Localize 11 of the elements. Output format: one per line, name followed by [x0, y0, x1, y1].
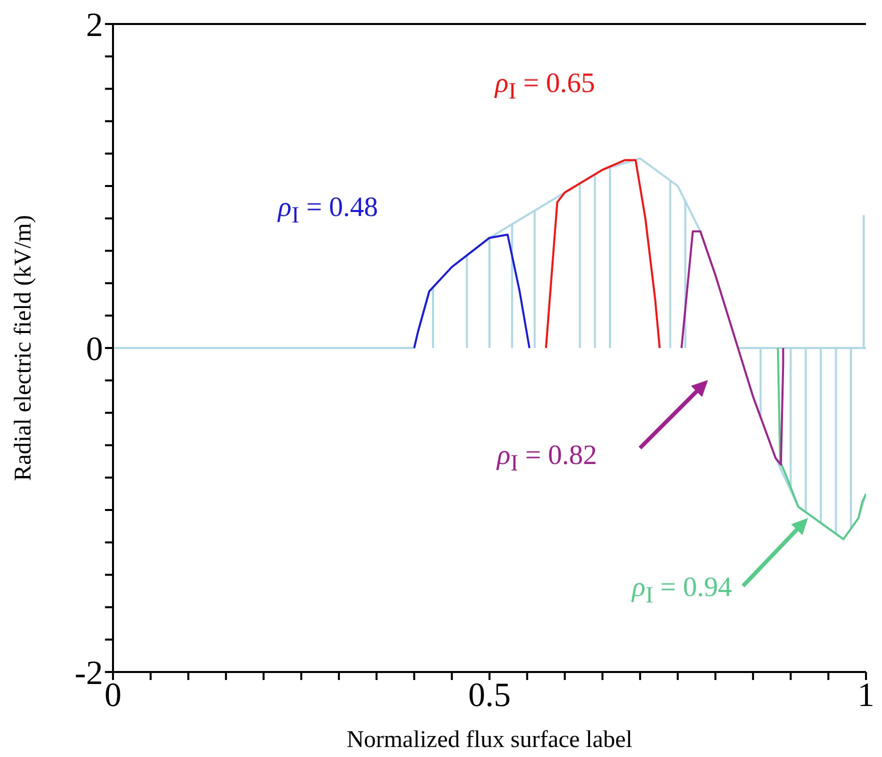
x-tick-label: 0.5 — [468, 677, 511, 714]
y-tick-label: -2 — [74, 655, 103, 692]
y-tick-label: 0 — [86, 331, 103, 368]
annotation: ρ$_{I}$ = 0.94 — [632, 572, 732, 610]
y-tick-label: 2 — [86, 7, 103, 44]
y-axis-title: Radial electric field (kV/m) — [10, 215, 37, 481]
x-axis-title: Normalized flux surface label — [346, 727, 633, 753]
annotation: ρ$_{I}$ = 0.82 — [497, 440, 598, 478]
annotation: ρ$_{I}$ = 0.65 — [495, 68, 596, 106]
x-tick-label: 1 — [858, 677, 874, 714]
annotation: ρ$_{I}$ = 0.48 — [278, 192, 378, 230]
